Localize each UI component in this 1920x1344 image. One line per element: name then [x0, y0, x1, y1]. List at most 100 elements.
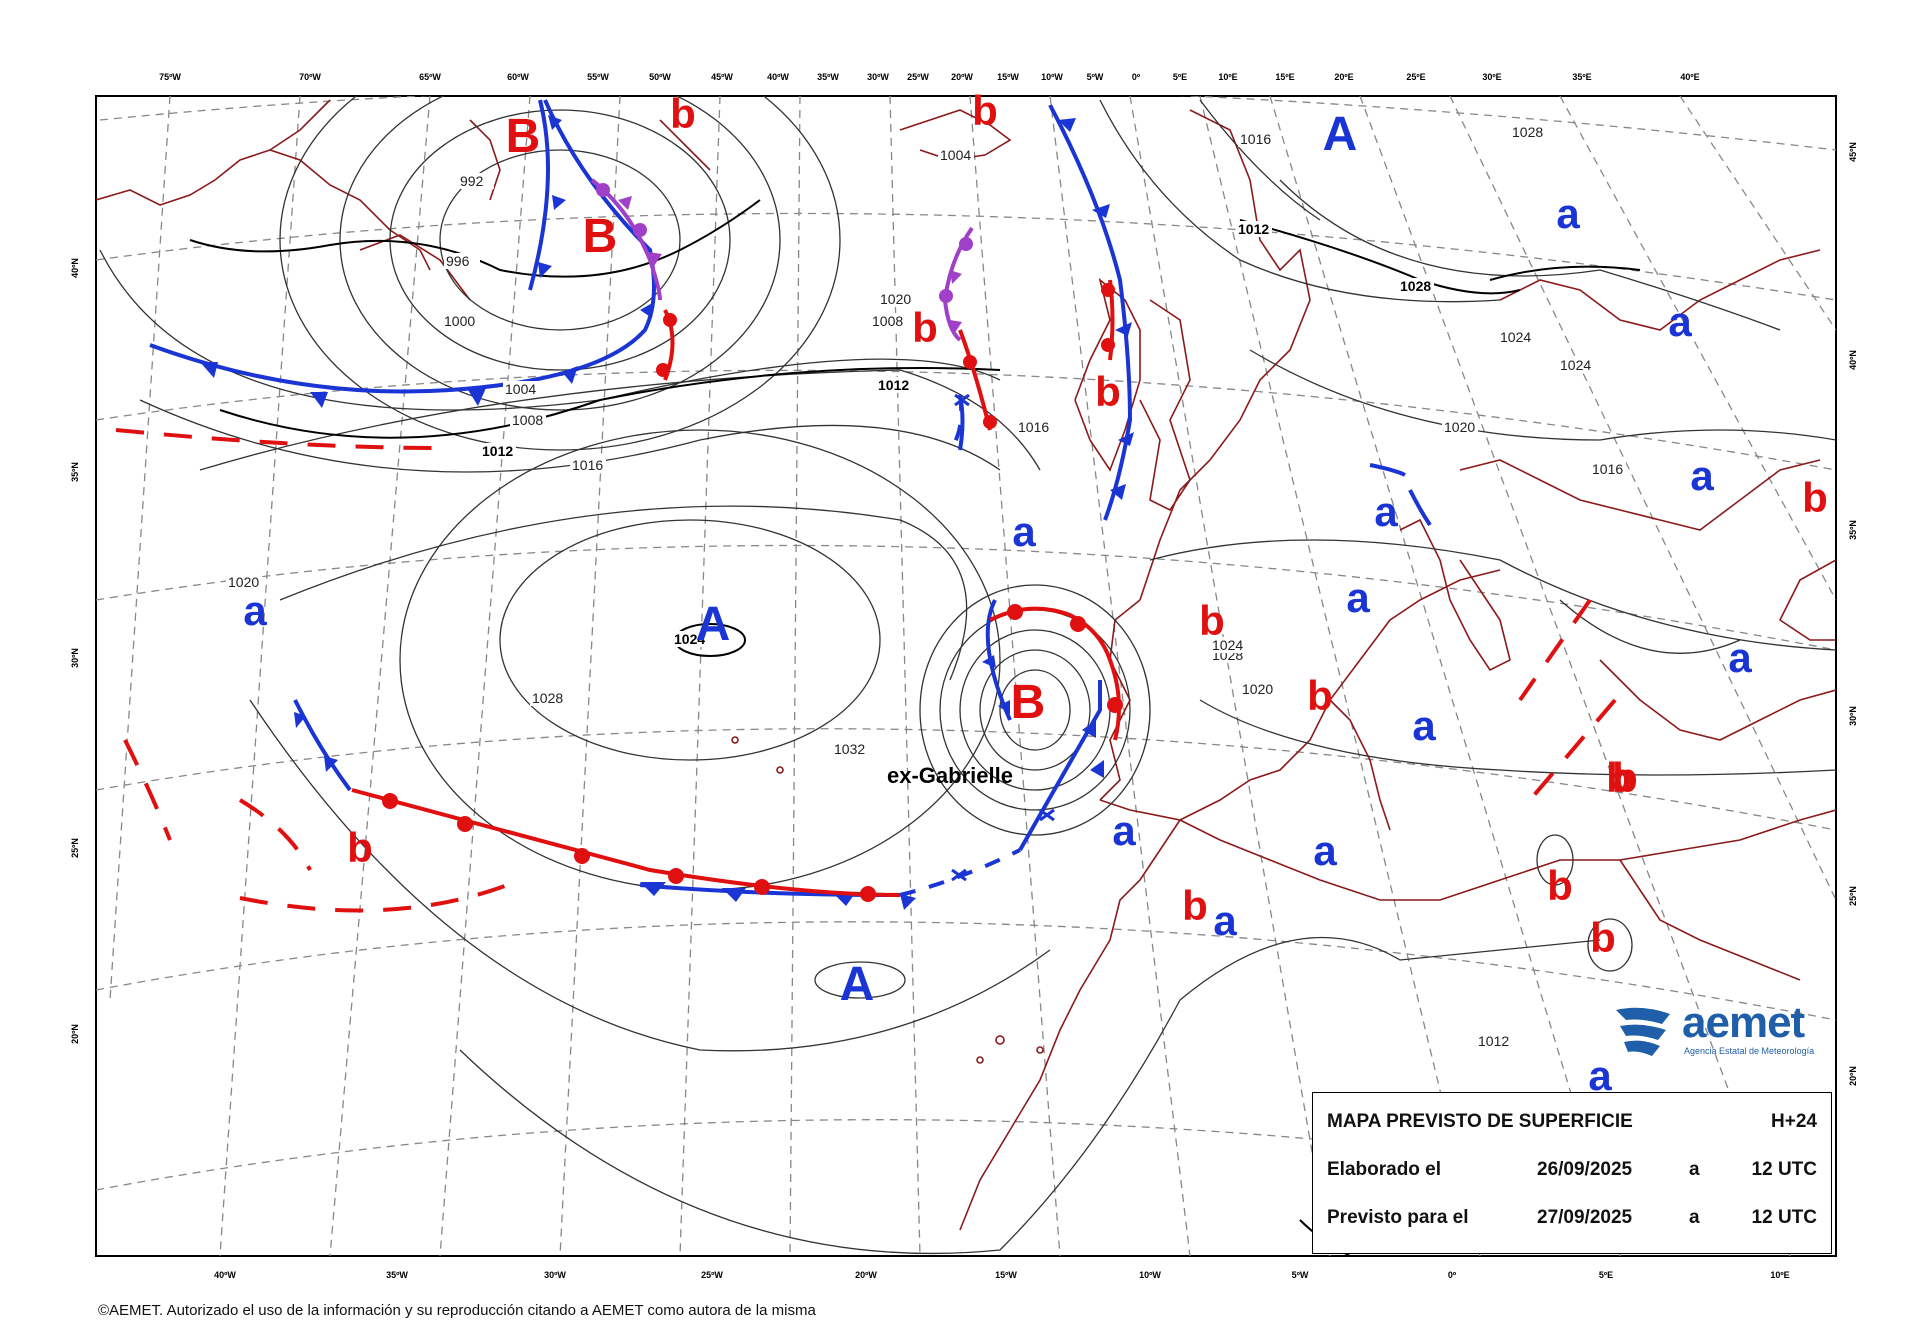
warm-front-dashed	[115, 428, 1617, 913]
isobar-label: 1024	[1500, 329, 1531, 345]
coastlines	[96, 99, 1836, 1231]
low-pressure-center: b	[1606, 754, 1632, 801]
top-tick-label: 25ºE	[1406, 72, 1425, 82]
top-tick-label: 15ºE	[1275, 72, 1294, 82]
cold-front-triangles	[200, 115, 1134, 910]
isobar-label-bg	[1558, 357, 1594, 373]
isobar-label: 996	[446, 253, 470, 269]
occluded-front-symbols	[596, 183, 973, 334]
isobar-label-bg	[1398, 278, 1434, 294]
bottom-tick-label: 25ºW	[701, 1270, 723, 1280]
left-tick-label: 25ºN	[70, 838, 80, 858]
isobars-bold	[189, 199, 1641, 1256]
isobar-label: 1008	[872, 313, 903, 329]
map-frame	[95, 95, 1837, 1257]
low-pressure-center: B	[506, 110, 541, 163]
top-tick-label: 20ºW	[951, 72, 973, 82]
valid-time: 12 UTC	[1751, 1207, 1817, 1228]
high-pressure-center: A	[1323, 108, 1358, 161]
isobar-label-bg	[1476, 1033, 1512, 1049]
high-pressure-center: a	[1112, 807, 1136, 854]
isobar-label: 1020	[228, 574, 259, 590]
isobar-label: 1020	[1242, 681, 1273, 697]
right-tick-label: 35ºN	[1848, 520, 1858, 540]
isobar-label-bg	[832, 741, 868, 757]
top-tick-label: 45ºW	[711, 72, 733, 82]
isobar-label: 1012	[1238, 221, 1269, 237]
high-pressure-center: a	[1728, 634, 1752, 681]
bottom-tick-label: 40ºW	[214, 1270, 236, 1280]
isobar-label-bg	[510, 412, 546, 428]
aemet-logo-subtitle: Agencia Estatal de Meteorología	[1684, 1046, 1815, 1056]
cold-fronts	[149, 99, 1432, 897]
isobar-label: 1016	[1240, 131, 1271, 147]
isobar-label-bg	[1590, 461, 1626, 477]
low-pressure-center: b	[1095, 368, 1121, 415]
top-tick-label: 35ºW	[817, 72, 839, 82]
top-tick-label: 30ºW	[867, 72, 889, 82]
right-tick-label: 45ºN	[1848, 142, 1858, 162]
left-tick-labels: 40ºN 35ºN 30ºN 25ºN 20ºN	[70, 258, 80, 1044]
low-pressure-center: b	[912, 304, 938, 351]
high-pressure-center: a	[1346, 574, 1370, 621]
top-tick-label: 5ºE	[1173, 72, 1187, 82]
bottom-tick-label: 0º	[1448, 1270, 1457, 1280]
high-pressure-center: A	[696, 598, 731, 651]
isobar-label-bg	[878, 291, 914, 307]
isobar-label: 1000	[444, 313, 475, 329]
low-pressure-center: b	[1802, 474, 1828, 521]
high-pressure-center: a	[1690, 452, 1714, 499]
issued-date: 26/09/2025	[1537, 1159, 1633, 1180]
isobar-labels: 992 996 1000 1004 1008 1012 1016 1020 1024 1028 10…	[226, 124, 1626, 1049]
isobar-label: 1016	[1018, 419, 1049, 435]
isobar-label: 1016	[572, 457, 603, 473]
isobar-label-bg	[876, 377, 912, 393]
isobar-label-bg	[444, 253, 480, 269]
bottom-tick-label: 5ºW	[1292, 1270, 1309, 1280]
top-tick-label: 55ºW	[587, 72, 609, 82]
valid-label: Previsto para el	[1327, 1207, 1469, 1228]
bottom-tick-label: 15ºW	[995, 1270, 1017, 1280]
high-pressure-center: a	[243, 587, 267, 634]
left-tick-label: 20ºN	[70, 1024, 80, 1044]
isobar-label-bg	[226, 574, 262, 590]
top-tick-label: 20ºE	[1334, 72, 1353, 82]
isobar-label: 1032	[834, 741, 865, 757]
isobar-label-bg	[1510, 124, 1546, 140]
right-tick-label: 20ºN	[1848, 1066, 1858, 1086]
high-pressure-center: a	[1313, 827, 1337, 874]
right-tick-labels: 45ºN 40ºN 35ºN 30ºN 25ºN 20ºN	[1848, 142, 1858, 1086]
bottom-tick-labels: 40ºW 35ºW 30ºW 25ºW 20ºW 15ºW 10ºW 5ºW 0º 5ºE 10ºE	[214, 1270, 1790, 1280]
high-pressure-center: A	[840, 958, 875, 1011]
high-pressure-center: a	[1213, 897, 1237, 944]
top-tick-label: 35ºE	[1572, 72, 1591, 82]
isobar-label: 1024	[674, 631, 705, 647]
top-tick-label: 70ºW	[299, 72, 321, 82]
warm-front-semicircles	[382, 283, 1123, 902]
isobar-label-bg	[480, 443, 516, 459]
valid-date: 27/09/2025	[1537, 1207, 1633, 1228]
top-tick-label: 40ºE	[1680, 72, 1699, 82]
isobar-label: 1016	[1592, 461, 1623, 477]
high-pressure-center: a	[1668, 298, 1692, 345]
isobar-label-bg	[1240, 681, 1276, 697]
isobar-label-bg	[938, 147, 974, 163]
top-tick-label: 15ºW	[997, 72, 1019, 82]
aemet-logo: aemet Agencia Estatal de Meteorología	[1612, 998, 1834, 1062]
high-pressure-center: a	[1374, 488, 1398, 535]
top-tick-label: 75ºW	[159, 72, 181, 82]
aemet-logo-icon	[1616, 1007, 1670, 1056]
top-tick-label: 60ºW	[507, 72, 529, 82]
left-tick-label: 35ºN	[70, 462, 80, 482]
low-pressure-center: b	[1199, 597, 1225, 644]
isobar-label: 1012	[1478, 1033, 1509, 1049]
bottom-tick-label: 30ºW	[544, 1270, 566, 1280]
isobar-label: 1020	[880, 291, 911, 307]
bottom-tick-label: 20ºW	[855, 1270, 877, 1280]
isobar-label-bg	[1236, 221, 1272, 237]
low-pressure-center: b	[1590, 914, 1616, 961]
bottom-tick-label: 5ºE	[1599, 1270, 1613, 1280]
info-lead-time: H+24	[1771, 1111, 1817, 1132]
bottom-tick-label: 10ºW	[1139, 1270, 1161, 1280]
